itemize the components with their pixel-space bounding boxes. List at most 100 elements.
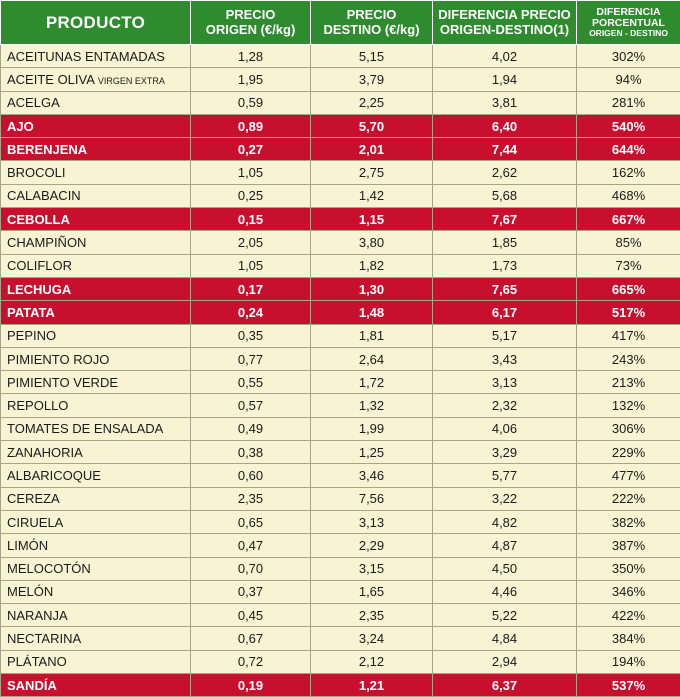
producto-name: TOMATES DE ENSALADA [7,421,163,436]
producto-name: LIMÓN [7,538,48,553]
cell-diferencia: 2,94 [433,650,577,673]
producto-name: CALABACIN [7,188,81,203]
header-precio-origen: PRECIO ORIGEN (€/kg) [191,1,311,45]
cell-producto: CALABACIN [1,184,191,207]
cell-producto: BERENJENA [1,138,191,161]
cell-porcentaje: 537% [577,674,680,697]
header-precio-destino-line1: PRECIO [347,7,397,22]
cell-porcentaje: 417% [577,324,680,347]
cell-precio-origen: 0,37 [191,580,311,603]
cell-porcentaje: 132% [577,394,680,417]
cell-precio-origen: 0,49 [191,417,311,440]
cell-producto: LIMÓN [1,534,191,557]
cell-diferencia: 5,22 [433,604,577,627]
cell-porcentaje: 85% [577,231,680,254]
cell-porcentaje: 540% [577,114,680,137]
cell-diferencia: 4,46 [433,580,577,603]
cell-porcentaje: 194% [577,650,680,673]
cell-producto: BROCOLI [1,161,191,184]
cell-porcentaje: 346% [577,580,680,603]
cell-diferencia: 2,32 [433,394,577,417]
cell-porcentaje: 350% [577,557,680,580]
header-precio-destino: PRECIO DESTINO (€/kg) [311,1,433,45]
cell-porcentaje: 281% [577,91,680,114]
cell-precio-origen: 0,15 [191,208,311,231]
producto-name: BERENJENA [7,142,87,157]
cell-precio-origen: 0,38 [191,441,311,464]
cell-diferencia: 4,50 [433,557,577,580]
producto-name: ZANAHORIA [7,445,83,460]
cell-diferencia: 5,17 [433,324,577,347]
cell-diferencia: 7,65 [433,277,577,300]
producto-name: PIMIENTO VERDE [7,375,118,390]
cell-precio-origen: 1,28 [191,45,311,68]
cell-precio-destino: 1,21 [311,674,433,697]
header-row: PRODUCTO PRECIO ORIGEN (€/kg) PRECIO DES… [1,1,680,45]
cell-precio-origen: 1,95 [191,68,311,91]
cell-precio-destino: 1,65 [311,580,433,603]
cell-producto: CHAMPIÑON [1,231,191,254]
cell-diferencia: 7,44 [433,138,577,161]
cell-producto: AJO [1,114,191,137]
header-diferencia-line1: DIFERENCIA PRECIO [438,7,570,22]
cell-precio-destino: 2,64 [311,347,433,370]
header-producto: PRODUCTO [1,1,191,45]
cell-precio-destino: 2,12 [311,650,433,673]
cell-diferencia: 1,73 [433,254,577,277]
cell-precio-origen: 1,05 [191,161,311,184]
producto-name: NARANJA [7,608,68,623]
cell-porcentaje: 387% [577,534,680,557]
cell-diferencia: 4,87 [433,534,577,557]
producto-name: ACEITE OLIVA [7,72,94,87]
cell-porcentaje: 229% [577,441,680,464]
cell-precio-origen: 0,65 [191,510,311,533]
cell-precio-origen: 2,05 [191,231,311,254]
producto-name: LECHUGA [7,282,71,297]
producto-name: NECTARINA [7,631,81,646]
cell-precio-destino: 1,32 [311,394,433,417]
cell-precio-destino: 1,82 [311,254,433,277]
cell-producto: REPOLLO [1,394,191,417]
cell-precio-origen: 0,67 [191,627,311,650]
producto-name: PEPINO [7,328,56,343]
cell-diferencia: 3,29 [433,441,577,464]
cell-precio-origen: 0,17 [191,277,311,300]
producto-qualifier: VIRGEN EXTRA [98,76,165,86]
cell-precio-destino: 3,13 [311,510,433,533]
header-precio-origen-line1: PRECIO [226,7,276,22]
cell-precio-destino: 3,24 [311,627,433,650]
cell-producto: PATATA [1,301,191,324]
cell-precio-origen: 0,60 [191,464,311,487]
cell-precio-origen: 0,19 [191,674,311,697]
cell-porcentaje: 468% [577,184,680,207]
cell-precio-destino: 5,70 [311,114,433,137]
cell-precio-destino: 1,30 [311,277,433,300]
cell-diferencia: 5,77 [433,464,577,487]
producto-name: ACELGA [7,95,60,110]
producto-name: CIRUELA [7,515,63,530]
cell-porcentaje: 213% [577,371,680,394]
cell-precio-origen: 0,24 [191,301,311,324]
cell-precio-destino: 1,42 [311,184,433,207]
cell-precio-origen: 0,59 [191,91,311,114]
header-diferencia-porcentual: DIFERENCIA PORCENTUAL ORIGEN - DESTINO [577,1,680,45]
producto-name: CEBOLLA [7,212,70,227]
cell-precio-destino: 2,25 [311,91,433,114]
header-diferencia-line2: ORIGEN-DESTINO(1) [440,22,569,37]
cell-precio-destino: 1,72 [311,371,433,394]
cell-diferencia: 4,06 [433,417,577,440]
header-producto-label: PRODUCTO [46,13,145,32]
